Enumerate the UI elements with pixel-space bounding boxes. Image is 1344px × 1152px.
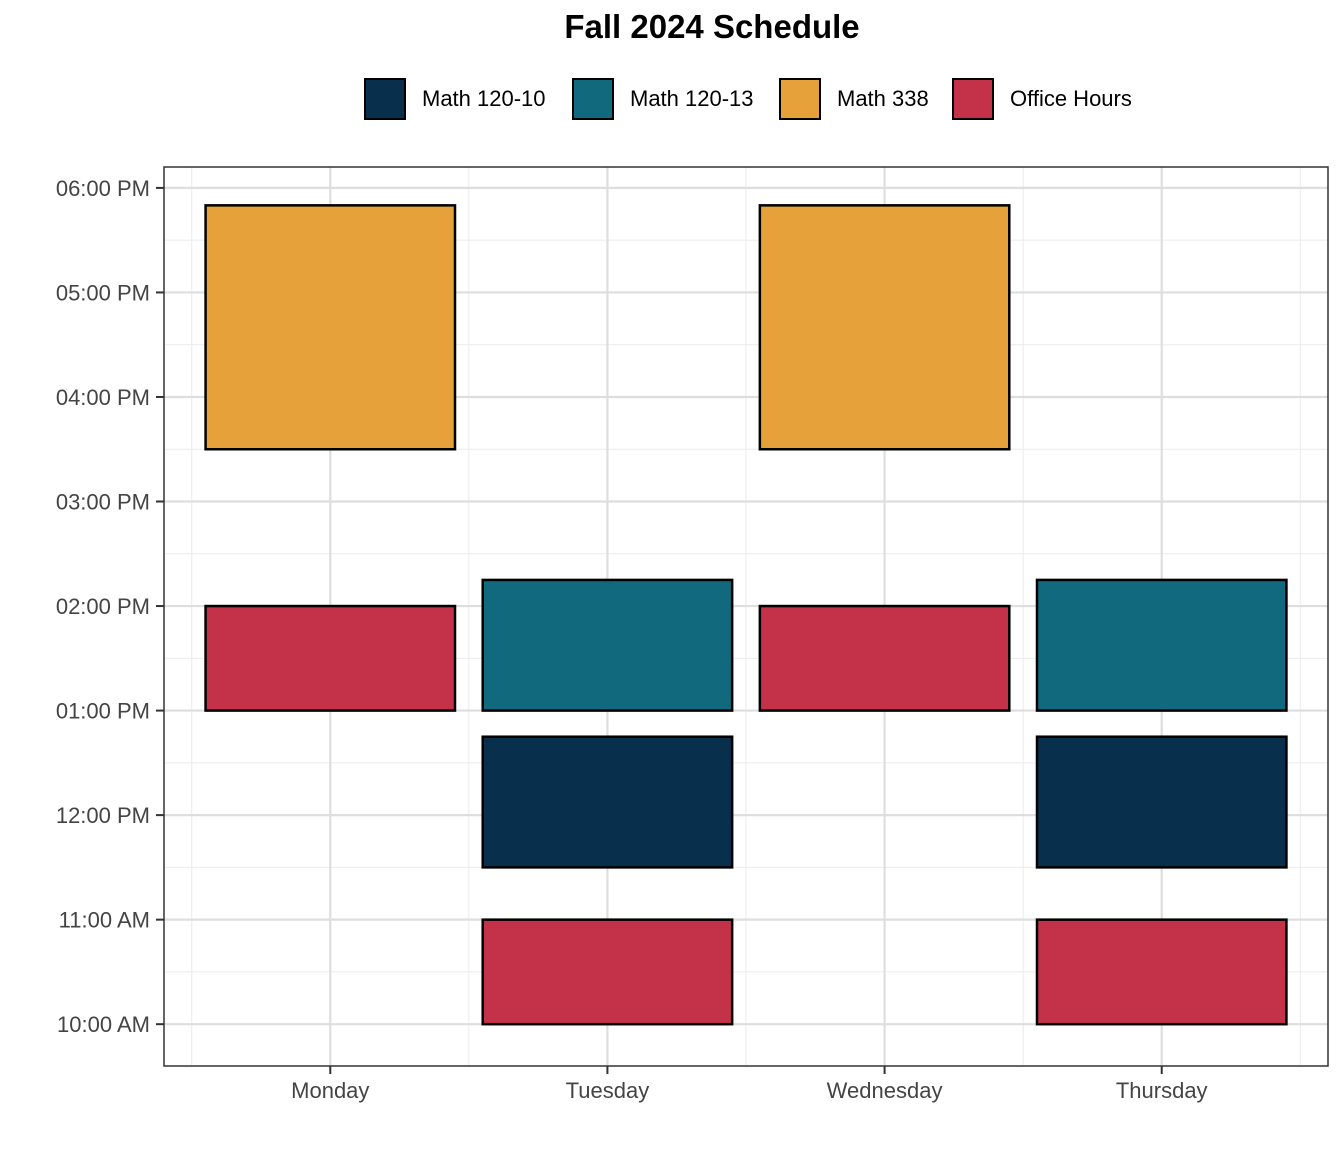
x-tick-label: Monday <box>291 1078 369 1103</box>
schedule-block <box>1035 918 1288 1026</box>
y-tick-label: 06:00 PM <box>56 176 150 201</box>
y-tick-label: 11:00 AM <box>59 908 150 933</box>
schedule-block <box>758 204 1011 451</box>
y-tick-label: 02:00 PM <box>56 594 150 619</box>
schedule-block <box>204 604 457 712</box>
legend-item: Math 338 <box>779 76 929 122</box>
y-tick-label: 10:00 AM <box>57 1012 150 1037</box>
schedule-block <box>204 204 457 451</box>
legend-label: Math 120-10 <box>422 86 546 111</box>
chart-title: Fall 2024 Schedule <box>564 8 860 45</box>
legend-item: Office Hours <box>952 76 1132 122</box>
legend-swatch <box>572 78 614 120</box>
legend-swatch <box>364 78 406 120</box>
x-tick-label: Thursday <box>1116 1078 1208 1103</box>
x-tick-label: Wednesday <box>827 1078 943 1103</box>
legend: Math 120-10 Math 120-13 Math 338 Office Hou… <box>0 76 1344 126</box>
y-tick-label: 03:00 PM <box>56 490 150 515</box>
schedule-block <box>758 604 1011 712</box>
panel-border <box>163 166 1329 1067</box>
legend-swatch <box>779 78 821 120</box>
legend-item: Math 120-13 <box>572 76 754 122</box>
y-tick-label: 12:00 PM <box>56 803 150 828</box>
y-tick-label: 05:00 PM <box>56 280 150 305</box>
y-tick-label: 04:00 PM <box>56 385 150 410</box>
schedule-block <box>1035 578 1288 712</box>
legend-label: Math 338 <box>837 86 929 111</box>
y-tick-label: 01:00 PM <box>56 699 150 724</box>
schedule-block <box>481 918 734 1026</box>
legend-swatch <box>952 78 994 120</box>
legend-label: Math 120-13 <box>630 86 754 111</box>
schedule-block <box>1035 735 1288 869</box>
x-tick-label: Tuesday <box>566 1078 650 1103</box>
legend-label: Office Hours <box>1010 86 1132 111</box>
schedule-block <box>481 578 734 712</box>
schedule-block <box>481 735 734 869</box>
legend-item: Math 120-10 <box>364 76 546 122</box>
